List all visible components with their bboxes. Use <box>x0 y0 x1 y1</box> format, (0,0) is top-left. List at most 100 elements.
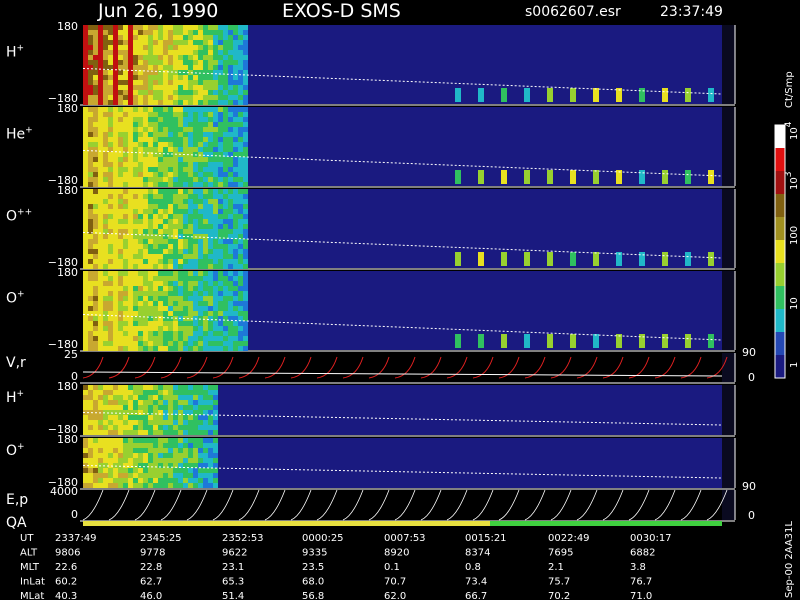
cell <box>113 468 118 473</box>
row-label: InLat <box>20 577 45 588</box>
cell <box>148 336 153 341</box>
cell <box>88 321 93 326</box>
cell <box>153 321 158 326</box>
cell <box>163 60 168 65</box>
cell <box>83 483 88 488</box>
cell <box>133 473 138 478</box>
cell <box>128 239 133 244</box>
cell <box>128 463 133 468</box>
cell <box>208 326 213 331</box>
cell <box>163 25 168 30</box>
cell <box>93 70 98 75</box>
cell <box>143 321 148 326</box>
cell <box>223 60 228 65</box>
cell <box>233 95 238 100</box>
burst <box>547 252 553 266</box>
cell <box>213 254 218 259</box>
cell <box>183 209 188 214</box>
cell <box>143 453 148 458</box>
cell <box>153 254 158 259</box>
cell <box>163 70 168 75</box>
cell <box>133 271 138 276</box>
cell <box>218 172 223 177</box>
trace <box>82 313 723 341</box>
cell <box>123 55 128 60</box>
cell <box>103 189 108 194</box>
cell <box>213 463 218 468</box>
cell <box>98 306 103 311</box>
cell <box>93 194 98 199</box>
cell <box>118 244 123 249</box>
cell <box>83 420 88 425</box>
cell <box>138 132 143 137</box>
burst <box>639 334 645 348</box>
cell <box>153 65 158 70</box>
cell <box>148 132 153 137</box>
cell <box>148 122 153 127</box>
cell <box>108 430 113 435</box>
cell <box>133 25 138 30</box>
cell <box>168 90 173 95</box>
cell <box>148 400 153 405</box>
cell <box>103 438 108 443</box>
cell <box>83 326 88 331</box>
cell <box>173 286 178 291</box>
cell <box>143 182 148 187</box>
cell <box>193 157 198 162</box>
cell <box>228 219 233 224</box>
cell <box>183 453 188 458</box>
cell <box>193 463 198 468</box>
cell <box>168 229 173 234</box>
cell <box>168 483 173 488</box>
cell <box>108 152 113 157</box>
cell <box>98 385 103 390</box>
cell <box>113 152 118 157</box>
cell <box>213 172 218 177</box>
cell <box>128 65 133 70</box>
cell <box>83 152 88 157</box>
cell <box>213 70 218 75</box>
cell <box>133 346 138 351</box>
cell <box>168 341 173 346</box>
cell <box>203 127 208 132</box>
cell <box>203 90 208 95</box>
cell <box>148 147 153 152</box>
cell <box>198 157 203 162</box>
cell <box>163 127 168 132</box>
cell <box>118 167 123 172</box>
cell <box>153 286 158 291</box>
cell <box>203 420 208 425</box>
cell <box>158 453 163 458</box>
cell <box>223 249 228 254</box>
cell <box>83 199 88 204</box>
cell <box>223 229 228 234</box>
cell <box>178 448 183 453</box>
cell <box>123 346 128 351</box>
cell <box>143 167 148 172</box>
cell <box>163 80 168 85</box>
cell <box>243 137 248 142</box>
cell <box>163 458 168 463</box>
cell <box>193 177 198 182</box>
cell <box>113 55 118 60</box>
cell <box>198 478 203 483</box>
cell <box>213 430 218 435</box>
cell <box>83 60 88 65</box>
cell <box>213 50 218 55</box>
cell <box>143 122 148 127</box>
cell <box>128 395 133 400</box>
cell <box>138 326 143 331</box>
cell <box>148 157 153 162</box>
cell <box>193 420 198 425</box>
cell <box>138 410 143 415</box>
cell <box>113 35 118 40</box>
cell <box>198 341 203 346</box>
cell <box>163 385 168 390</box>
cell <box>203 112 208 117</box>
cell <box>188 478 193 483</box>
cell <box>188 157 193 162</box>
cell <box>203 30 208 35</box>
cell-value: 65.3 <box>222 577 244 588</box>
y-tick-label: −180 <box>48 476 78 489</box>
cell <box>228 127 233 132</box>
